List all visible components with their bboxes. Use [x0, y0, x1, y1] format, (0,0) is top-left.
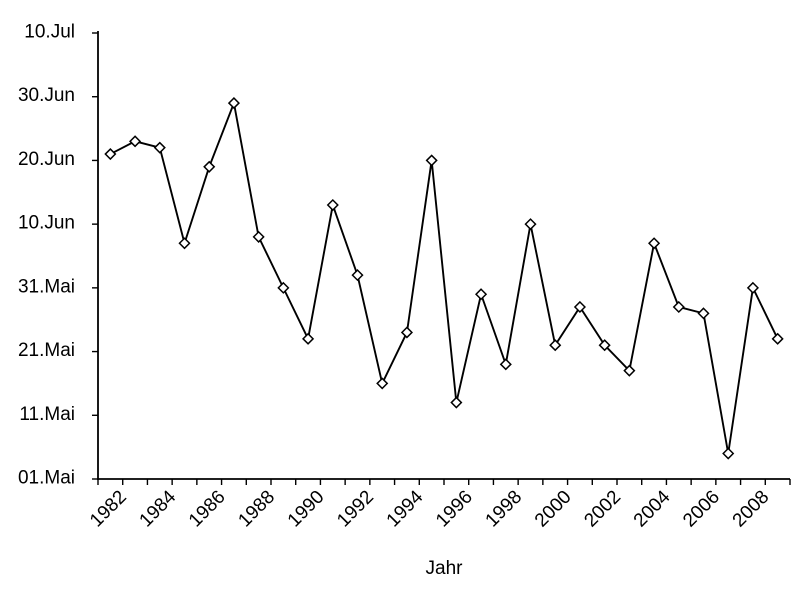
- data-point-marker: [771, 332, 784, 345]
- x-tick-label: 1996: [432, 487, 477, 532]
- data-point-marker: [524, 218, 537, 231]
- data-point-marker: [425, 154, 438, 167]
- x-tick-label: 1988: [234, 487, 279, 532]
- x-tick-label: 2002: [580, 487, 625, 532]
- data-point-marker: [153, 141, 166, 154]
- y-tick-label: 21.Mai: [18, 340, 75, 361]
- data-point-marker: [672, 300, 685, 314]
- data-point-marker: [227, 97, 240, 110]
- x-tick-label: 1982: [86, 487, 131, 532]
- data-point-marker: [499, 358, 512, 371]
- y-tick-label: 30.Jun: [18, 85, 75, 106]
- data-point-marker: [648, 237, 661, 250]
- x-tick-label: 2008: [729, 487, 774, 532]
- y-tick-label: 10.Jun: [18, 213, 75, 234]
- y-tick-label: 20.Jun: [18, 149, 75, 170]
- x-tick-label: 2006: [679, 487, 724, 532]
- data-point-marker: [722, 447, 735, 460]
- x-tick-label: 1992: [333, 487, 378, 532]
- x-tick-label: 1986: [185, 487, 230, 532]
- y-tick-label: 10.Jul: [24, 22, 75, 43]
- data-point-marker: [573, 300, 586, 314]
- x-tick-label: 2000: [531, 487, 576, 532]
- x-tick-label: 1984: [136, 486, 181, 531]
- data-point-marker: [178, 237, 191, 250]
- y-tick-label: 31.Mai: [18, 276, 75, 297]
- series-line: [109, 99, 779, 454]
- data-point-marker: [129, 135, 142, 148]
- data-point-marker: [252, 230, 265, 243]
- x-tick-label: 1990: [284, 487, 329, 532]
- x-tick-label: 1994: [383, 486, 428, 531]
- x-axis-title: Jahr: [425, 558, 463, 579]
- data-point-marker: [450, 396, 463, 409]
- data-point-marker: [376, 377, 389, 390]
- data-point-marker: [746, 281, 759, 294]
- x-tick-label: 1998: [482, 487, 527, 532]
- data-point-marker: [351, 269, 364, 282]
- data-point-marker: [598, 339, 611, 352]
- y-tick-label: 11.Mai: [19, 404, 75, 425]
- data-point-marker: [400, 326, 413, 339]
- data-point-marker: [475, 288, 488, 301]
- data-point-marker: [326, 198, 339, 212]
- y-tick-label: 01.Mai: [18, 468, 75, 489]
- x-tick-label: 2004: [630, 486, 675, 531]
- data-point-marker: [623, 364, 636, 377]
- data-point-marker: [104, 147, 117, 161]
- data-point-marker: [549, 339, 562, 352]
- data-point-marker: [277, 281, 290, 294]
- data-point-marker: [203, 160, 216, 173]
- data-point-marker: [302, 332, 315, 345]
- data-point-marker: [697, 307, 710, 320]
